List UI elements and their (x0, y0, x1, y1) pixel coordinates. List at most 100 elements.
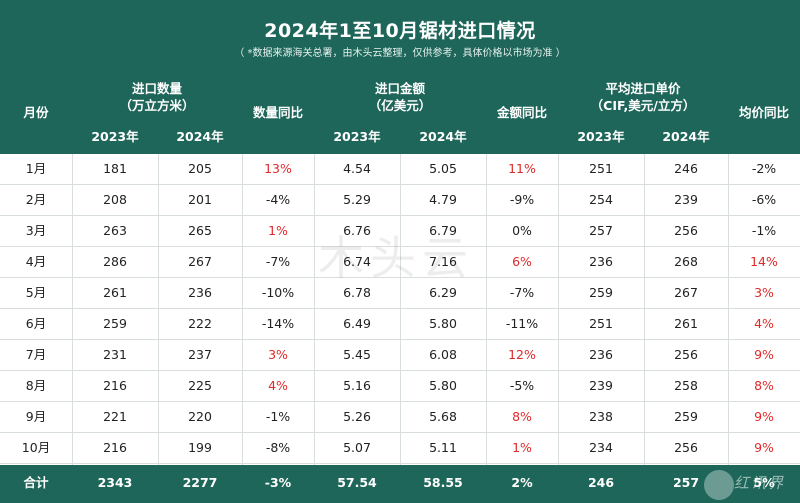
header-price-title: 平均进口单价 (605, 81, 681, 96)
total-cell-py: 5% (753, 475, 775, 490)
cell-q23: 286 (103, 254, 127, 269)
cell-p24: 256 (674, 440, 698, 455)
cell-a23: 4.54 (343, 161, 371, 176)
cell-q23: 261 (103, 285, 127, 300)
cell-q23: 216 (103, 440, 127, 455)
cell-q23: 263 (103, 223, 127, 238)
cell-py: -6% (751, 192, 777, 207)
cell-a24: 6.08 (429, 347, 457, 362)
total-row: 合计 2343 2277 -3% 57.54 58.55 2% 246 257 5% (0, 465, 800, 503)
header-amount-unit: （亿美元） (368, 98, 432, 113)
cell-q23: 221 (103, 409, 127, 424)
cell-a24: 5.11 (429, 440, 457, 455)
cell-q24: 237 (188, 347, 212, 362)
cell-a24: 5.80 (429, 378, 457, 393)
cell-p24: 258 (674, 378, 698, 393)
cell-month: 1月 (25, 161, 47, 176)
cell-ay: 11% (508, 161, 536, 176)
cell-ay: -11% (505, 316, 539, 331)
cell-p24: 256 (674, 347, 698, 362)
cell-q24: 199 (188, 440, 212, 455)
cell-a24: 5.80 (429, 316, 457, 331)
cell-month: 6月 (25, 316, 47, 331)
cell-a24: 6.29 (429, 285, 457, 300)
total-cell-p23: 246 (587, 475, 615, 490)
corner-logo-icon (704, 470, 734, 500)
cell-q24: 265 (188, 223, 212, 238)
cell-a24: 4.79 (429, 192, 457, 207)
cell-q24: 236 (188, 285, 212, 300)
total-cell-a24: 58.55 (423, 475, 463, 490)
cell-py: 8% (754, 378, 774, 393)
header-amount-2023: 2023年 (333, 129, 381, 144)
cell-a23: 6.76 (343, 223, 371, 238)
cell-ay: 8% (512, 409, 532, 424)
header-price-yoy: 均价同比 (738, 105, 789, 120)
cell-p23: 234 (589, 440, 613, 455)
total-cell-p24: 257 (672, 475, 700, 490)
cell-ay: 6% (512, 254, 532, 269)
cell-a24: 7.16 (429, 254, 457, 269)
cell-p24: 256 (674, 223, 698, 238)
cell-q24: 220 (188, 409, 212, 424)
cell-p24: 267 (674, 285, 698, 300)
cell-py: 3% (754, 285, 774, 300)
cell-month: 3月 (25, 223, 47, 238)
cell-q24: 267 (188, 254, 212, 269)
total-cell-a23: 57.54 (337, 475, 377, 490)
cell-p24: 268 (674, 254, 698, 269)
cell-p23: 239 (589, 378, 613, 393)
total-cell-qy: -3% (264, 475, 292, 490)
cell-q24: 222 (188, 316, 212, 331)
cell-a24: 5.05 (429, 161, 457, 176)
page-title: 2024年1至10月锯材进口情况 (264, 20, 536, 42)
cell-month: 9月 (25, 409, 47, 424)
cell-q24: 225 (188, 378, 212, 393)
cell-q23: 259 (103, 316, 127, 331)
cell-py: 9% (754, 440, 774, 455)
cell-a24: 6.79 (429, 223, 457, 238)
header-qty-yoy: 数量同比 (252, 105, 303, 120)
cell-p23: 257 (589, 223, 613, 238)
cell-ay: 12% (508, 347, 536, 362)
cell-q23: 231 (103, 347, 127, 362)
cell-p24: 261 (674, 316, 698, 331)
table-header: 2024年1至10月锯材进口情况 （ *数据来源海关总署，由木头云整理，仅供参考… (0, 0, 800, 154)
cell-month: 8月 (25, 378, 47, 393)
cell-p23: 238 (589, 409, 613, 424)
cell-q23: 216 (103, 378, 127, 393)
cell-qy: 1% (268, 223, 288, 238)
cell-q23: 181 (103, 161, 127, 176)
cell-qy: -4% (265, 192, 291, 207)
cell-p23: 236 (589, 254, 613, 269)
cell-qy: 4% (268, 378, 288, 393)
total-cell-month: 合计 (23, 475, 49, 490)
corner-watermark: 红讯界 (734, 474, 786, 492)
cell-py: 4% (754, 316, 774, 331)
cell-ay: -9% (509, 192, 535, 207)
header-price-2023: 2023年 (577, 129, 625, 144)
cell-month: 4月 (25, 254, 47, 269)
cell-qy: -1% (265, 409, 291, 424)
table-row: 3月 263 265 1% 6.76 6.79 0% 257 256 -1% (0, 216, 800, 247)
table-row: 2月 208 201 -4% 5.29 4.79 -9% 254 239 -6% (0, 185, 800, 216)
cell-a23: 5.26 (343, 409, 371, 424)
cell-a23: 5.07 (343, 440, 371, 455)
cell-p24: 246 (674, 161, 698, 176)
total-cell-q24: 2277 (182, 475, 218, 490)
cell-qy: -7% (265, 254, 291, 269)
cell-a24: 5.68 (429, 409, 457, 424)
header-amount-2024: 2024年 (419, 129, 467, 144)
header-qty-title: 进口数量 (131, 81, 182, 96)
total-cell-ay: 2% (511, 475, 533, 490)
cell-month: 2月 (25, 192, 47, 207)
cell-month: 5月 (25, 285, 47, 300)
cell-a23: 6.49 (343, 316, 371, 331)
cell-q23: 208 (103, 192, 127, 207)
header-qty-2024: 2024年 (176, 129, 224, 144)
cell-ay: 1% (512, 440, 532, 455)
header-month: 月份 (23, 105, 49, 120)
header-price-unit: （CIF,美元/立方） (590, 98, 696, 113)
header-qty-2023: 2023年 (91, 129, 139, 144)
